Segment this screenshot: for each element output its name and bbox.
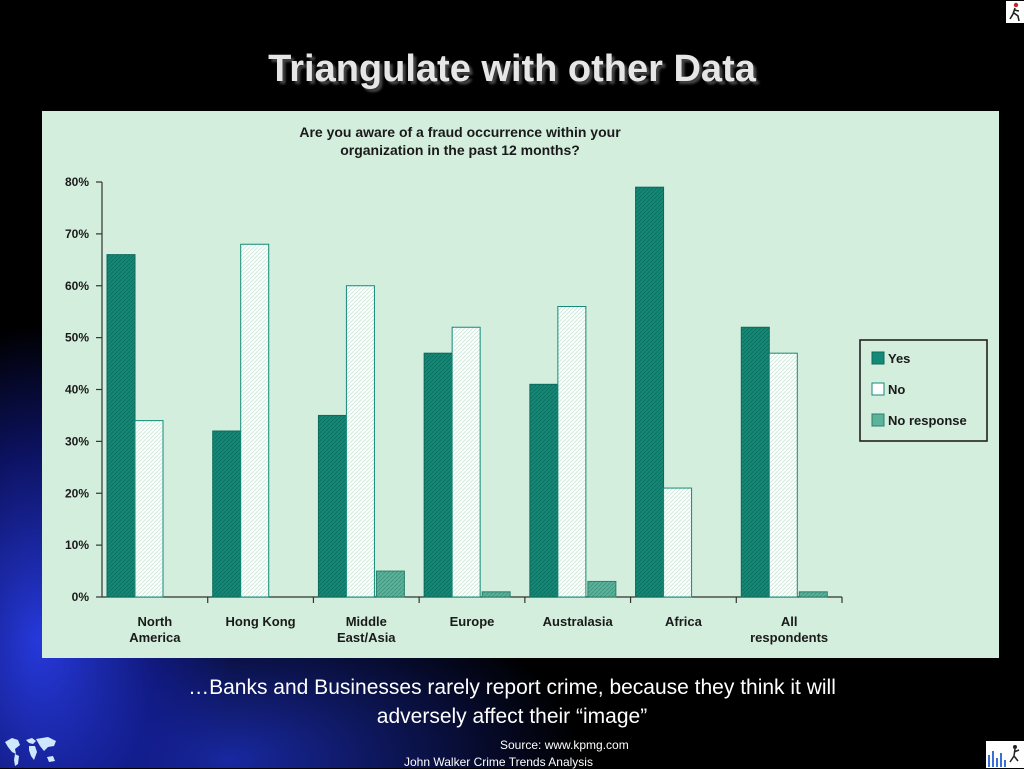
bar-yes — [740, 326, 770, 598]
footer-text: John Walker Crime Trends Analysis — [404, 755, 593, 769]
x-tick-label: respondents — [750, 630, 828, 645]
x-tick-label: North — [138, 614, 173, 629]
bar-yes — [529, 383, 559, 598]
bar-yes — [423, 352, 453, 598]
source-text: Source: www.kpmg.com — [500, 738, 629, 752]
bar-no — [768, 352, 798, 598]
legend-label: No response — [888, 413, 967, 428]
caption-line-1: …Banks and Businesses rarely report crim… — [188, 676, 836, 699]
bar-no — [240, 243, 270, 598]
chart-bars — [106, 186, 828, 598]
x-tick-label: Europe — [450, 614, 495, 629]
x-tick-label: All — [781, 614, 798, 629]
x-tick-label: East/Asia — [337, 630, 396, 645]
chart-title-line-2: organization in the past 12 months? — [340, 142, 580, 158]
bar-chart: Are you aware of a fraud occurrence with… — [65, 124, 988, 645]
y-tick-label: 0% — [72, 590, 90, 604]
caption-line-2: adversely affect their “image” — [376, 705, 648, 728]
x-tick-label: Africa — [665, 614, 703, 629]
bar-no-response — [375, 570, 405, 598]
bar-no — [345, 285, 375, 598]
bar-yes — [317, 414, 347, 598]
bar-no — [451, 326, 481, 598]
x-tick-label: Australasia — [543, 614, 614, 629]
bar-chart-figure-icon — [986, 741, 1024, 768]
bar-no-response — [587, 580, 617, 598]
x-tick-label: America — [129, 630, 181, 645]
slide-title: Triangulate with other Data — [268, 48, 756, 90]
legend-swatch — [871, 351, 885, 365]
runner-icon — [1006, 1, 1024, 23]
legend-label: No — [888, 382, 905, 397]
bar-no — [557, 306, 587, 598]
y-tick-label: 50% — [65, 331, 89, 345]
bar-yes — [635, 186, 665, 598]
x-tick-label: Hong Kong — [226, 614, 296, 629]
y-tick-label: 40% — [65, 383, 89, 397]
world-map-icon — [5, 737, 56, 766]
y-tick-label: 30% — [65, 434, 89, 448]
bar-no-response — [481, 591, 511, 598]
chart-legend: Yes No No response — [859, 339, 988, 442]
y-tick-label: 60% — [65, 279, 89, 293]
y-tick-label: 10% — [65, 538, 89, 552]
legend-swatch — [871, 382, 885, 396]
chart-panel: Are you aware of a fraud occurrence with… — [42, 111, 999, 658]
bar-yes — [106, 254, 136, 598]
bar-no-response — [798, 591, 828, 598]
y-tick-label: 80% — [65, 175, 89, 189]
bar-no — [134, 420, 164, 598]
bar-yes — [212, 430, 242, 598]
y-tick-label: 70% — [65, 227, 89, 241]
y-tick-label: 20% — [65, 486, 89, 500]
x-tick-label: Middle — [346, 614, 387, 629]
legend-swatch — [871, 413, 885, 427]
legend-label: Yes — [888, 351, 910, 366]
legend-box — [859, 339, 988, 442]
slide-caption: …Banks and Businesses rarely report crim… — [80, 673, 944, 731]
chart-title-line-1: Are you aware of a fraud occurrence with… — [299, 124, 621, 140]
bar-no — [663, 487, 693, 598]
